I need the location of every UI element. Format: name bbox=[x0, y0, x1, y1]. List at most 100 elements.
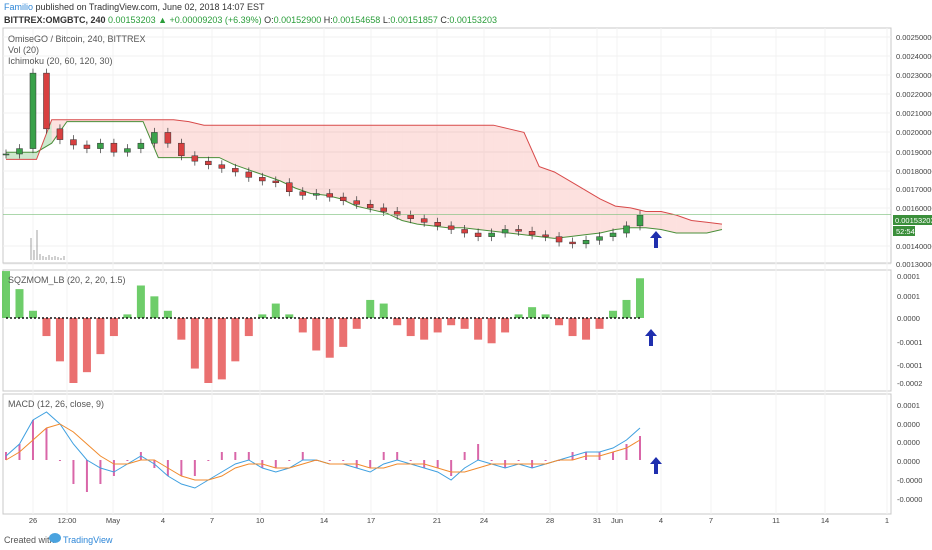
candle-body bbox=[582, 239, 590, 245]
candle-body bbox=[542, 234, 549, 237]
leading-span-a-line bbox=[6, 121, 723, 239]
candle-body bbox=[380, 207, 387, 212]
sqz-bar bbox=[271, 303, 280, 318]
sqz-bar bbox=[231, 318, 240, 362]
candle-body bbox=[488, 232, 495, 237]
chart-canvas[interactable]: 0.00250000 0.00240000 0.00230000 0.00220000… bbox=[0, 0, 932, 530]
price-tick-label: 0.00170000 bbox=[896, 185, 932, 194]
macd-histogram-bar bbox=[180, 460, 183, 476]
volume-bar bbox=[36, 230, 38, 260]
candle-body bbox=[43, 72, 50, 130]
macd-histogram-bar bbox=[99, 460, 102, 484]
cloud-segment bbox=[264, 125, 281, 181]
time-axis[interactable]: 26 12:00 May 4 7 10 14 17 21 24 28 31 Jun 4 7 11 14 1 bbox=[29, 516, 889, 525]
main-pane-frame bbox=[2, 27, 892, 264]
sqz-bar bbox=[123, 314, 132, 318]
sqz-bar bbox=[177, 318, 186, 340]
macd-histogram-bar bbox=[396, 452, 399, 460]
candle-body bbox=[29, 72, 37, 149]
macd-histogram-bar bbox=[639, 436, 641, 460]
cloud-segment bbox=[295, 125, 311, 194]
author-link[interactable]: Familio bbox=[4, 2, 34, 12]
cloud-segment bbox=[584, 189, 601, 235]
cloud-segment bbox=[356, 125, 372, 210]
macd-histogram-bar bbox=[45, 428, 48, 460]
sqz-bar bbox=[28, 310, 37, 318]
sqz-pane[interactable] bbox=[2, 271, 657, 383]
high-value: 0.00154658 bbox=[332, 15, 381, 25]
sqz-bar bbox=[69, 318, 78, 383]
time-tick-label: 12:00 bbox=[58, 516, 77, 525]
sqz-bar bbox=[609, 310, 618, 318]
sqz-tick-label: -0.0002 bbox=[897, 379, 922, 388]
price-badge-value: 0.00153203 bbox=[895, 216, 932, 225]
sqz-bar bbox=[312, 318, 321, 351]
macd-histogram-bar bbox=[247, 452, 250, 460]
leading-span-b-line bbox=[6, 119, 723, 225]
time-tick-label: 17 bbox=[367, 516, 375, 525]
time-tick-label: 1 bbox=[885, 516, 889, 525]
price-tick-label: 0.00190000 bbox=[896, 148, 932, 157]
sqz-bar bbox=[298, 318, 307, 333]
candle-body bbox=[461, 229, 468, 234]
open-value: 0.00152900 bbox=[273, 15, 322, 25]
chart-header: Familio published on TradingView.com, Ju… bbox=[0, 0, 932, 28]
cloud-segment bbox=[478, 125, 494, 232]
cloud-segment bbox=[432, 125, 448, 228]
last-price: 0.00153203 bbox=[108, 15, 156, 25]
main-pane[interactable] bbox=[3, 69, 891, 260]
price-tick-label: 0.00220000 bbox=[896, 90, 932, 99]
sqz-bar bbox=[136, 285, 145, 318]
sqz-bar bbox=[379, 303, 388, 318]
macd-histogram-bar bbox=[342, 460, 345, 461]
candle-body bbox=[407, 214, 414, 219]
macd-histogram-bar bbox=[382, 452, 385, 460]
price-tick-label: 0.00200000 bbox=[896, 128, 932, 137]
candle-body bbox=[353, 200, 360, 205]
cloud-segment bbox=[417, 125, 433, 226]
volume-bar bbox=[39, 254, 41, 260]
cloud-segment bbox=[447, 125, 464, 228]
macd-histogram-bar bbox=[126, 460, 129, 461]
sqz-bar bbox=[487, 318, 496, 344]
change-arrow-icon: ▲ bbox=[158, 15, 168, 25]
sqz-bar bbox=[474, 318, 483, 340]
cloud-segment bbox=[600, 198, 616, 234]
symbol-line: BITTREX:OMGBTC, 240 0.00153203 ▲ +0.0000… bbox=[4, 15, 497, 25]
macd-histogram-bar bbox=[193, 460, 196, 476]
sqz-bar bbox=[528, 307, 537, 318]
sqz-bar bbox=[258, 314, 267, 318]
cloud-segment bbox=[463, 125, 479, 230]
sqz-bar bbox=[582, 318, 591, 340]
sqz-bar bbox=[82, 318, 91, 373]
cloud-segment bbox=[402, 125, 418, 225]
candle-body bbox=[555, 236, 563, 243]
price-axis[interactable]: 0.00250000 0.00240000 0.00230000 0.00220000… bbox=[896, 33, 932, 504]
footer-brand[interactable]: TradingView bbox=[63, 535, 113, 545]
volume-bar bbox=[30, 238, 32, 260]
candle-body bbox=[245, 171, 253, 178]
macd-histogram-bar bbox=[301, 452, 304, 460]
cloud-segment bbox=[21, 152, 37, 160]
sqz-bar bbox=[204, 318, 213, 383]
cloud-segment bbox=[219, 125, 235, 165]
price-tick-label: 0.00250000 bbox=[896, 33, 932, 42]
cloud-segment bbox=[371, 125, 387, 214]
candle-body bbox=[515, 229, 522, 232]
sqz-bar bbox=[460, 318, 469, 329]
time-tick-label: 28 bbox=[546, 516, 554, 525]
signal-line bbox=[5, 423, 641, 481]
macd-pane-title: MACD (12, 26, close, 9) bbox=[8, 399, 104, 409]
price-tick-label: 0.00160000 bbox=[896, 204, 932, 213]
cloud-segment bbox=[204, 125, 220, 158]
cloud-segment bbox=[569, 180, 585, 237]
price-tick-label: 0.00240000 bbox=[896, 52, 932, 61]
macd-pane-frame bbox=[2, 393, 892, 515]
candle-body bbox=[97, 142, 104, 149]
time-tick-label: 4 bbox=[659, 516, 663, 525]
macd-histogram-bar bbox=[288, 460, 291, 461]
macd-tick-label: 0.0000 bbox=[897, 438, 920, 447]
macd-tick-label: 0.0000 bbox=[897, 420, 920, 429]
sqz-bar bbox=[568, 318, 577, 337]
macd-pane[interactable] bbox=[5, 411, 662, 492]
